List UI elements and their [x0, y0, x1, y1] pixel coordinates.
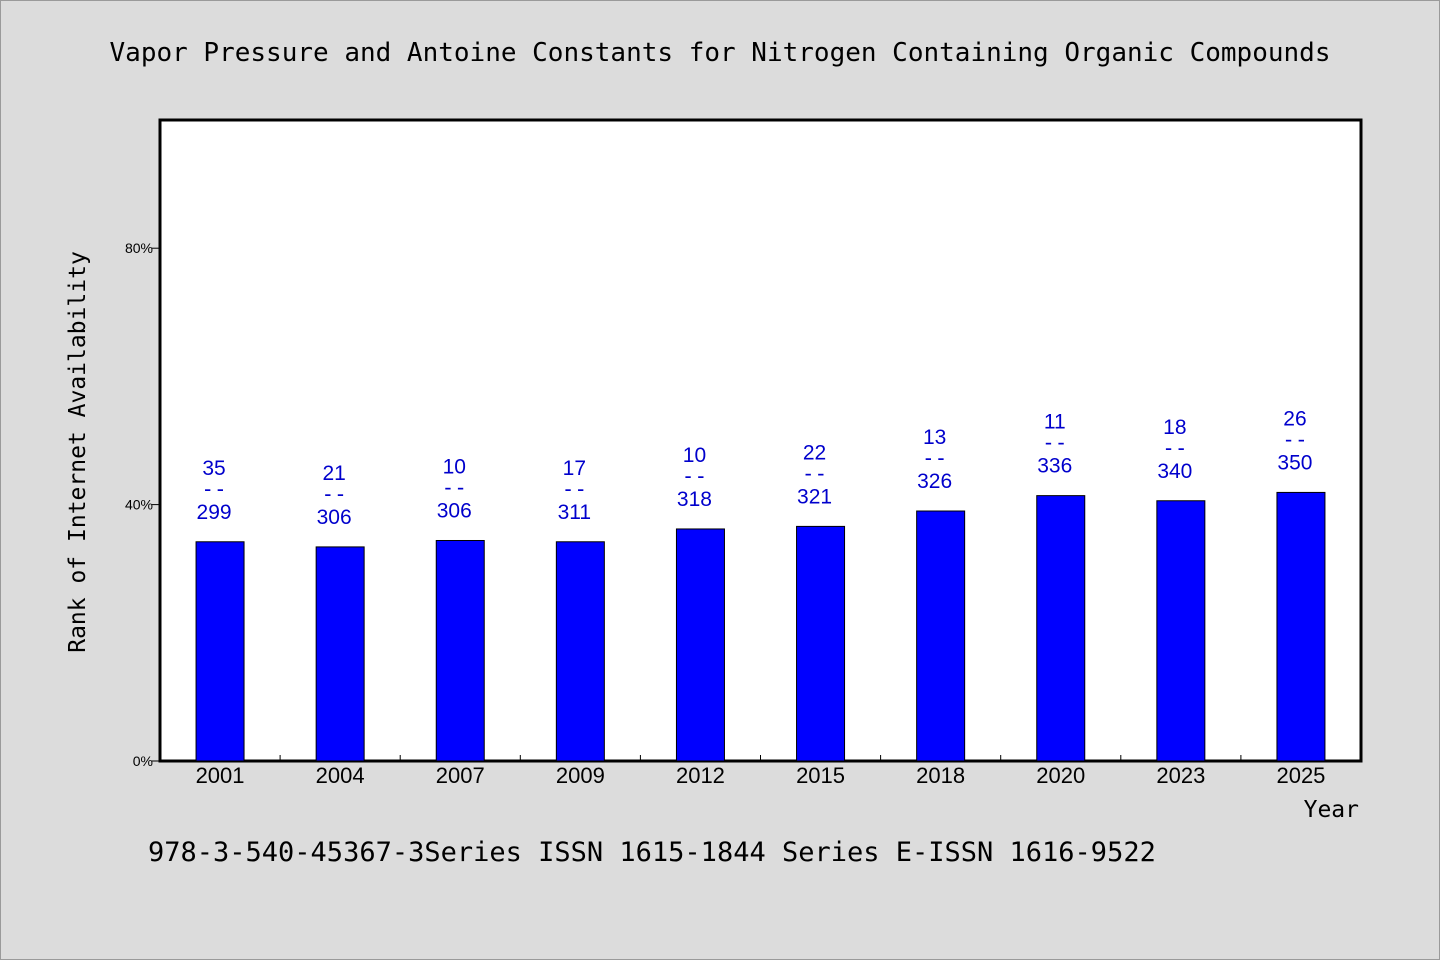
- x-tick-label: 2001: [196, 763, 245, 788]
- bar-label-top: 22: [803, 441, 826, 464]
- x-axis: 2001 2004 2007 2009 2012 2015 2018 2020 2023 2025: [196, 755, 1325, 788]
- bar-label-separator: --: [1162, 436, 1187, 460]
- bar-label-bottom: 306: [317, 506, 352, 529]
- bar: [1156, 500, 1206, 762]
- bar: [1276, 491, 1326, 762]
- x-tick-label: 2025: [1276, 763, 1325, 788]
- x-tick-label: 2004: [316, 763, 365, 788]
- footer-text: 978-3-540-45367-3Series ISSN 1615-1844 S…: [148, 837, 1156, 868]
- bar-label-separator: --: [562, 477, 587, 501]
- bar: [435, 539, 485, 762]
- bar-label-separator: --: [201, 477, 226, 501]
- bar-label-separator: --: [1042, 431, 1067, 455]
- y-axis: 0% 40% 80%: [125, 240, 160, 769]
- bar-label-top: 21: [322, 462, 345, 485]
- y-axis-label: Rank of Internet Availability: [65, 251, 91, 653]
- bar-label-bottom: 326: [917, 470, 952, 493]
- bar-label-bottom: 306: [437, 499, 472, 522]
- bar-label-bottom: 340: [1157, 460, 1192, 483]
- bar-label-top: 18: [1163, 416, 1186, 439]
- bar-label-bottom: 299: [197, 501, 232, 524]
- bar-label-top: 10: [683, 444, 706, 467]
- bar: [796, 525, 846, 762]
- bar-label-top: 26: [1283, 407, 1306, 430]
- bar-label-separator: --: [322, 482, 347, 506]
- x-tick-label: 2015: [796, 763, 845, 788]
- bar-label-separator: --: [1282, 427, 1307, 451]
- x-tick-label: 2018: [916, 763, 965, 788]
- bar-label-separator: --: [442, 475, 467, 499]
- bar: [675, 528, 725, 762]
- bar-label-bottom: 321: [797, 485, 832, 508]
- y-tick-label: 0%: [133, 753, 153, 769]
- x-tick-label: 2007: [436, 763, 485, 788]
- bar: [315, 546, 365, 762]
- bar-label-bottom: 336: [1037, 455, 1072, 478]
- bar-labels: 35--29921--30610--30617--31110--31822--3…: [197, 407, 1313, 528]
- bar: [916, 510, 966, 762]
- x-tick-label: 2023: [1156, 763, 1205, 788]
- bar: [555, 541, 605, 762]
- bar-label-bottom: 318: [677, 488, 712, 511]
- y-tick-label: 40%: [125, 497, 153, 513]
- bar: [1036, 495, 1086, 762]
- x-tick-label: 2020: [1036, 763, 1085, 788]
- x-tick-label: 2009: [556, 763, 605, 788]
- y-tick-label: 80%: [125, 240, 153, 256]
- bar: [195, 541, 245, 762]
- bar-label-top: 13: [923, 426, 946, 449]
- x-tick-label: 2012: [676, 763, 725, 788]
- bar-label-top: 17: [563, 457, 586, 480]
- x-axis-label: Year: [1304, 797, 1359, 823]
- bar-label-bottom: 350: [1277, 451, 1312, 474]
- bar-label-top: 11: [1044, 411, 1066, 434]
- bar-label-bottom: 311: [558, 501, 591, 524]
- bar-label-separator: --: [682, 464, 707, 488]
- bars: [195, 491, 1326, 762]
- bar-label-separator: --: [922, 446, 947, 470]
- chart-title: Vapor Pressure and Antoine Constants for…: [110, 38, 1331, 68]
- bar-label-separator: --: [802, 461, 827, 485]
- bar-label-top: 35: [202, 457, 225, 480]
- bar-label-top: 10: [443, 455, 466, 478]
